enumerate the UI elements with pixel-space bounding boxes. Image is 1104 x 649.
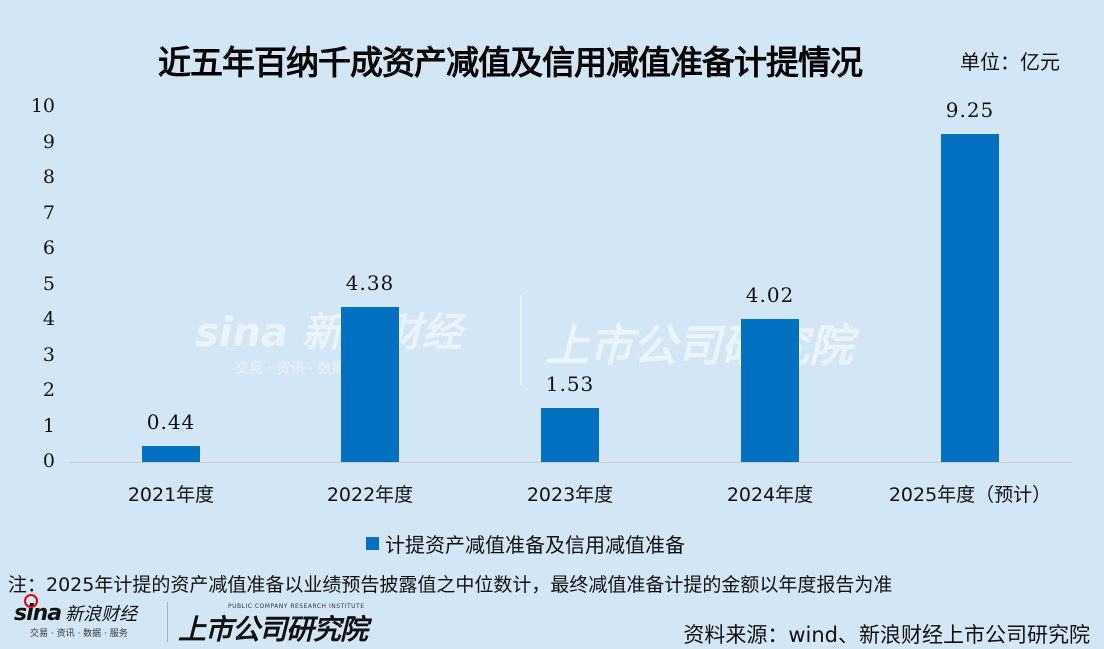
legend: 计提资产减值准备及信用减值准备 [366,529,685,558]
y-tick-label: 1 [42,414,55,437]
y-tick-label: 5 [42,272,55,295]
y-tick-label: 9 [42,130,55,153]
sina-finance-logo: sina 新浪财经 交易 · 资讯 · 数据 · 服务 [14,594,138,639]
chart-title: 近五年百纳千成资产减值及信用减值准备计提情况 [158,43,863,82]
sina-eye-icon [24,594,38,608]
unit-label: 单位：亿元 [960,50,1060,74]
bar [541,407,599,462]
bar-value-label: 4.02 [745,283,795,308]
bar-value-label: 4.38 [345,270,395,295]
y-tick-label: 0 [42,450,55,472]
data-source: 资料来源：wind、新浪财经上市公司研究院 [683,623,1090,647]
bar [142,446,200,462]
bar-value-label: 0.44 [146,410,196,435]
y-tick-label: 10 [30,95,55,117]
bar-value-label: 1.53 [545,371,595,396]
sina-name: 新浪财经 [65,604,138,625]
legend-label: 计提资产减值准备及信用减值准备 [385,533,685,557]
logo-divider [167,602,168,642]
x-tick-label: 2024年度 [726,484,814,506]
x-tick-label: 2025年度（预计） [888,484,1052,506]
x-tick-label: 2021年度 [127,484,215,506]
bar-value-label: 9.25 [945,97,995,122]
y-tick-label: 2 [42,379,55,401]
x-axis-line [70,462,1072,463]
legend-swatch-icon [366,537,379,550]
y-tick-label: 7 [42,201,55,224]
sina-tagline: 交易 · 资讯 · 数据 · 服务 [30,629,128,639]
x-tick-label: 2022年度 [326,484,414,506]
y-tick-label: 6 [42,237,55,259]
bar [341,306,399,462]
institute-english: PUBLIC COMPANY RESEARCH INSTITUTE [228,603,365,610]
y-tick-label: 4 [42,308,55,330]
sina-wordmark: sina [14,601,62,626]
y-tick-label: 3 [42,343,55,366]
institute-logo: PUBLIC COMPANY RESEARCH INSTITUTE 上市公司研究… [178,603,368,648]
footnote: 注：2025年计提的资产减值准备以业绩预告披露值之中位数计，最终减值准备计提的金… [8,574,893,596]
bar [941,133,999,462]
institute-name: 上市公司研究院 [178,613,368,646]
bar [741,319,799,462]
y-tick-label: 8 [42,166,55,188]
x-tick-label: 2023年度 [526,484,614,506]
